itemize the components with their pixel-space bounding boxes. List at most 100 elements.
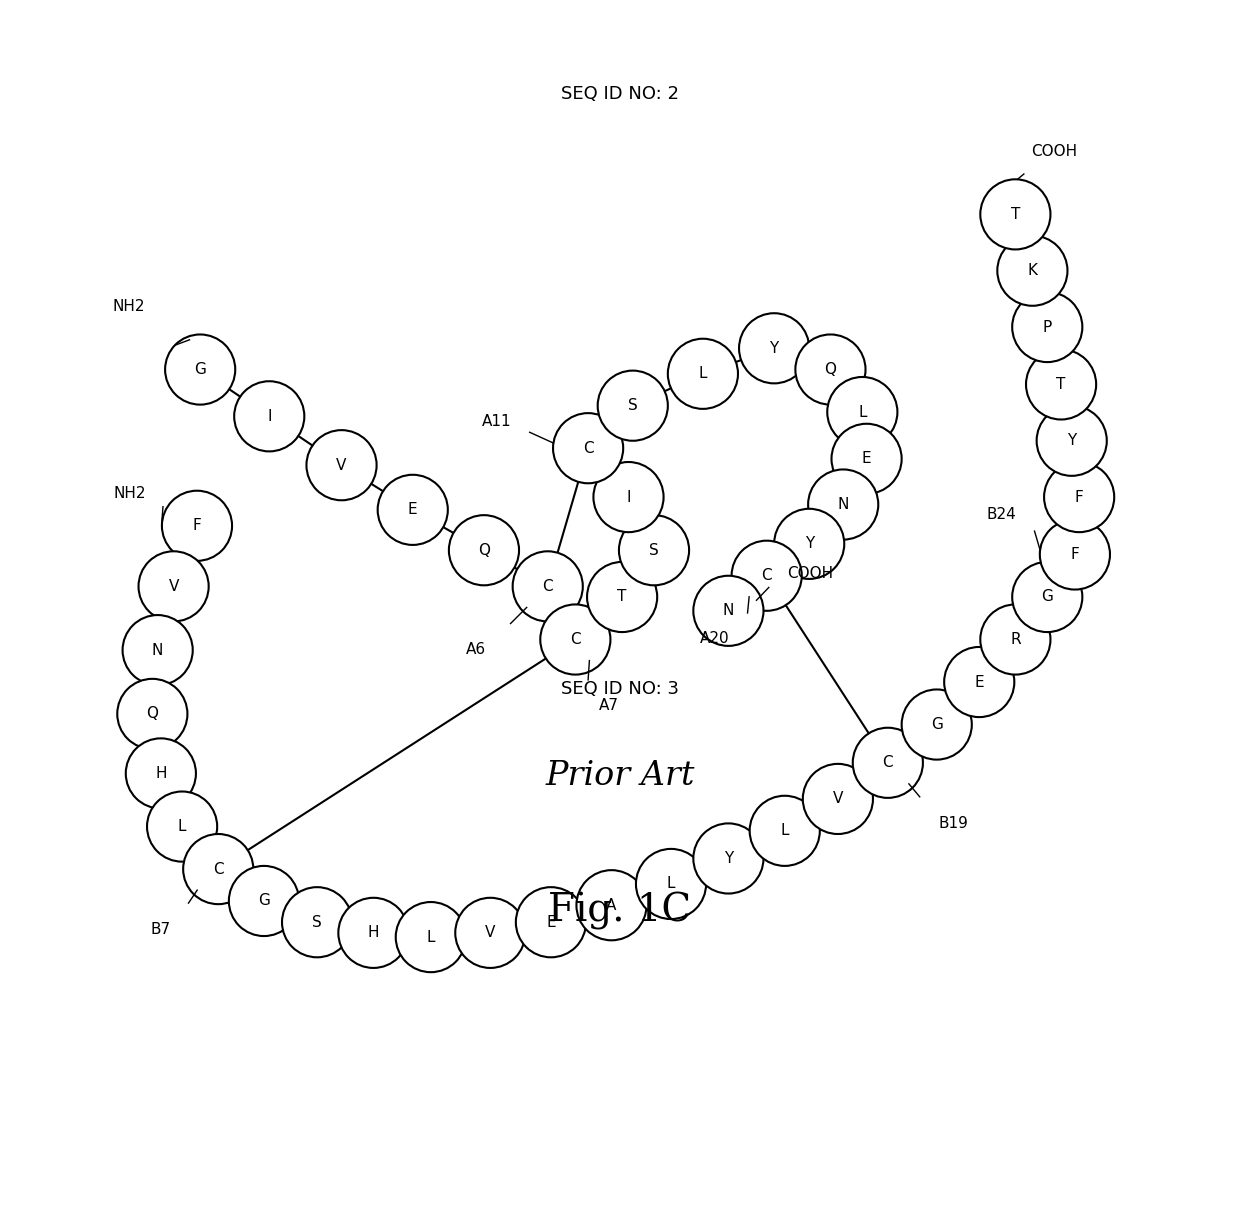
Circle shape (750, 796, 820, 866)
Text: NH2: NH2 (114, 487, 146, 501)
Circle shape (795, 334, 866, 404)
Text: A6: A6 (466, 642, 486, 656)
Text: Q: Q (477, 543, 490, 558)
Circle shape (516, 888, 587, 958)
Circle shape (594, 463, 663, 532)
Circle shape (378, 475, 448, 545)
Circle shape (449, 515, 520, 585)
Text: N: N (837, 497, 849, 512)
Circle shape (455, 897, 526, 968)
Text: Y: Y (724, 851, 733, 866)
Text: B24: B24 (987, 506, 1017, 522)
Text: SEQ ID NO: 2: SEQ ID NO: 2 (560, 85, 680, 103)
Text: G: G (1042, 590, 1053, 604)
Text: S: S (649, 543, 658, 558)
Circle shape (281, 888, 352, 958)
Circle shape (636, 849, 706, 919)
Text: I: I (626, 489, 631, 505)
Text: S: S (627, 398, 637, 413)
Circle shape (1037, 406, 1107, 476)
Text: E: E (975, 675, 985, 689)
Text: SEQ ID NO: 3: SEQ ID NO: 3 (560, 679, 680, 698)
Text: Y: Y (770, 340, 779, 356)
Text: E: E (408, 503, 418, 517)
Text: Y: Y (1068, 434, 1076, 448)
Circle shape (997, 236, 1068, 305)
Circle shape (832, 424, 901, 494)
Text: E: E (862, 452, 872, 466)
Text: COOH: COOH (787, 566, 833, 581)
Text: C: C (213, 861, 223, 877)
Text: F: F (1070, 547, 1079, 562)
Text: T: T (1056, 377, 1065, 392)
Circle shape (339, 897, 408, 968)
Text: A20: A20 (699, 631, 729, 645)
Circle shape (125, 739, 196, 809)
Circle shape (693, 823, 764, 894)
Circle shape (165, 334, 236, 404)
Text: Fig. 1C: Fig. 1C (548, 893, 692, 930)
Circle shape (853, 728, 923, 798)
Text: L: L (667, 877, 676, 891)
Circle shape (693, 575, 764, 645)
Circle shape (619, 515, 689, 585)
Text: N: N (153, 643, 164, 658)
Circle shape (1040, 520, 1110, 590)
Circle shape (944, 647, 1014, 717)
Text: C: C (542, 579, 553, 593)
Text: L: L (427, 930, 435, 945)
Text: B19: B19 (939, 816, 968, 831)
Circle shape (1012, 562, 1083, 632)
Circle shape (739, 314, 810, 384)
Circle shape (598, 371, 668, 441)
Circle shape (148, 792, 217, 862)
Text: C: C (883, 756, 893, 770)
Text: L: L (780, 823, 789, 838)
Text: N: N (723, 603, 734, 619)
Text: C: C (583, 441, 594, 455)
Text: G: G (195, 362, 206, 377)
Circle shape (123, 615, 192, 685)
Text: B7: B7 (150, 923, 170, 937)
Circle shape (396, 902, 466, 972)
Circle shape (162, 490, 232, 561)
Text: C: C (761, 568, 773, 584)
Text: T: T (1011, 207, 1021, 222)
Text: A: A (606, 897, 616, 913)
Text: COOH: COOH (1032, 144, 1078, 159)
Circle shape (1044, 463, 1115, 532)
Text: P: P (1043, 320, 1052, 334)
Circle shape (512, 551, 583, 621)
Text: V: V (336, 458, 347, 472)
Text: Q: Q (825, 362, 837, 377)
Circle shape (668, 339, 738, 409)
Text: L: L (698, 366, 707, 381)
Text: G: G (931, 717, 942, 731)
Text: L: L (177, 819, 186, 834)
Text: F: F (192, 518, 201, 533)
Text: F: F (1075, 489, 1084, 505)
Circle shape (732, 540, 802, 610)
Text: H: H (155, 765, 166, 781)
Circle shape (234, 381, 304, 452)
Text: Y: Y (805, 536, 813, 551)
Text: K: K (1028, 263, 1038, 279)
Circle shape (827, 377, 898, 447)
Circle shape (184, 834, 253, 905)
Text: C: C (570, 632, 580, 647)
Text: A7: A7 (599, 698, 619, 713)
Circle shape (229, 866, 299, 936)
Circle shape (587, 562, 657, 632)
Text: A11: A11 (482, 414, 512, 429)
Circle shape (1025, 349, 1096, 419)
Circle shape (577, 871, 646, 940)
Text: Prior Art: Prior Art (546, 759, 694, 792)
Circle shape (139, 551, 208, 621)
Circle shape (553, 413, 624, 483)
Text: R: R (1011, 632, 1021, 647)
Text: I: I (267, 409, 272, 424)
Circle shape (541, 604, 610, 675)
Text: Q: Q (146, 706, 159, 722)
Circle shape (118, 679, 187, 748)
Text: G: G (258, 894, 270, 908)
